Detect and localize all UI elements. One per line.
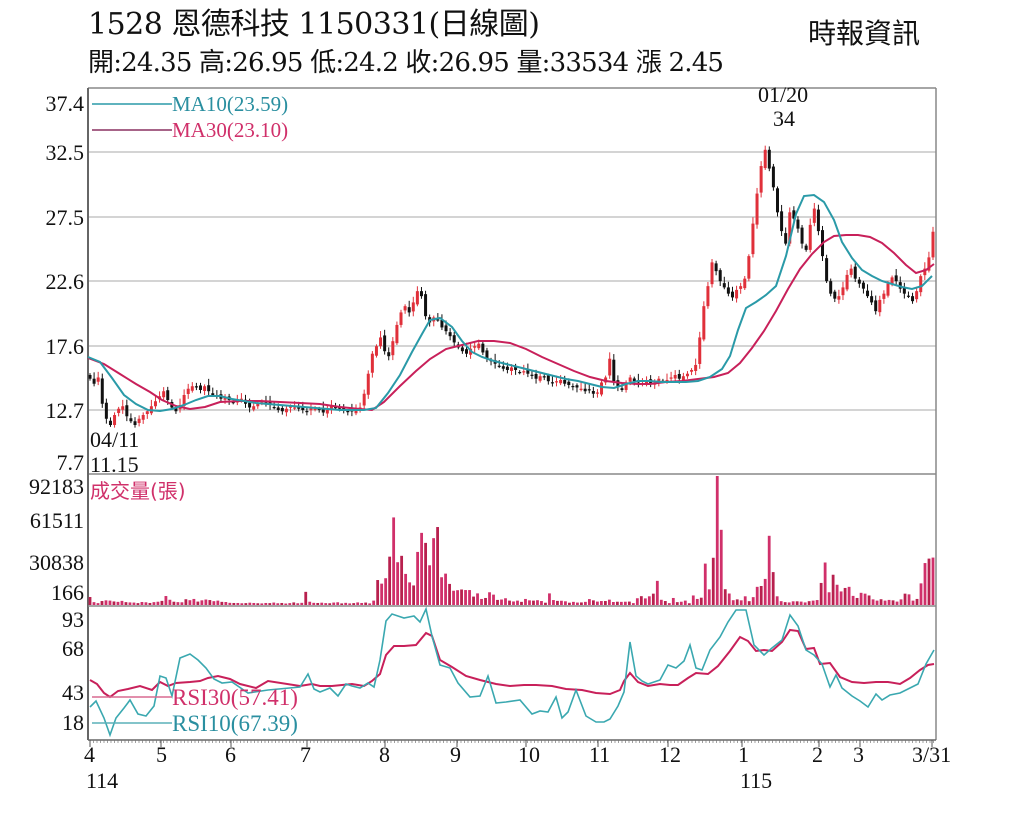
brand-logo-text: 時報資訊 bbox=[808, 17, 921, 50]
price-tick: 12.7 bbox=[46, 398, 85, 423]
x-axis-ticks bbox=[89, 740, 934, 747]
volume-tick: 61511 bbox=[30, 508, 84, 533]
ohlc-summary: 開:24.35 高:26.95 低:24.2 收:26.95 量:33534 漲… bbox=[88, 48, 724, 78]
month-label: 4 bbox=[84, 742, 95, 767]
rsi10-legend: RSI10(67.39) bbox=[172, 711, 298, 736]
rsi-tick: 68 bbox=[62, 636, 84, 661]
low-value-annotation: 11.15 bbox=[90, 452, 139, 477]
volume-bars bbox=[88, 476, 935, 605]
year-label: 114 bbox=[86, 768, 118, 793]
high-value-annotation: 34 bbox=[773, 106, 795, 131]
volume-title: 成交量(張) bbox=[90, 479, 186, 503]
month-label: 1 bbox=[738, 742, 749, 767]
month-label: 12 bbox=[659, 742, 681, 767]
month-label: 9 bbox=[450, 742, 461, 767]
ma10-legend: MA10(23.59) bbox=[172, 92, 288, 116]
price-tick: 22.6 bbox=[46, 269, 85, 294]
month-label: 7 bbox=[300, 742, 311, 767]
volume-tick: 30838 bbox=[29, 550, 84, 575]
volume-tick: 166 bbox=[51, 580, 84, 605]
month-label: 11 bbox=[589, 742, 610, 767]
volume-tick: 92183 bbox=[29, 474, 84, 499]
month-label: 8 bbox=[379, 742, 390, 767]
rsi-tick: 93 bbox=[62, 607, 84, 632]
ma10-line bbox=[87, 193, 933, 413]
x-axis: 4 5 6 7 8 9 10 11 12 1 2 3 3/31 114 115 bbox=[84, 742, 951, 793]
year-label: 115 bbox=[740, 768, 772, 793]
month-label: 10 bbox=[518, 742, 540, 767]
month-label: 3 bbox=[853, 742, 864, 767]
price-tick: 17.6 bbox=[46, 334, 85, 359]
rsi-tick: 18 bbox=[62, 710, 84, 735]
candlesticks bbox=[88, 145, 935, 428]
price-tick: 27.5 bbox=[46, 205, 85, 230]
rsi-panel: 93 68 43 18 RSI30(57.41) RSI10(67.39) bbox=[62, 606, 936, 741]
ma30-line bbox=[87, 234, 935, 412]
low-date-annotation: 04/11 bbox=[90, 427, 139, 452]
price-tick: 32.5 bbox=[46, 140, 85, 165]
ma30-legend: MA30(23.10) bbox=[172, 118, 288, 142]
volume-panel: 92183 61511 30838 166 成交量(張) bbox=[29, 474, 936, 607]
month-label: 5 bbox=[156, 742, 167, 767]
month-label: 6 bbox=[225, 742, 236, 767]
price-tick: 37.4 bbox=[46, 91, 85, 116]
rsi10-line bbox=[89, 606, 935, 738]
month-label: 2 bbox=[812, 742, 823, 767]
price-panel: 37.4 32.5 27.5 22.6 17.6 12.7 7.7 MA10(2… bbox=[46, 82, 937, 740]
rsi30-legend: RSI30(57.41) bbox=[172, 685, 298, 710]
month-label: 3/31 bbox=[912, 742, 951, 767]
high-date-annotation: 01/20 bbox=[758, 82, 808, 107]
chart-title: 1528 恩德科技 1150331(日線圖) bbox=[88, 7, 540, 42]
rsi-tick: 43 bbox=[62, 680, 84, 705]
price-tick: 7.7 bbox=[57, 450, 85, 475]
